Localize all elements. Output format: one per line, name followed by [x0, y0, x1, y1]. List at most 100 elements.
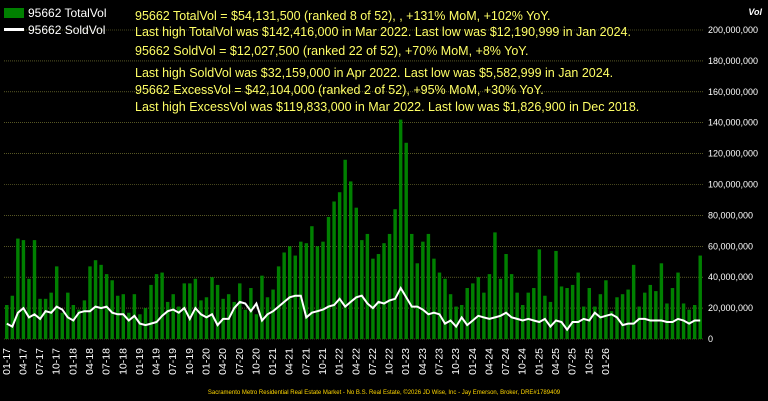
totalvol-bar	[493, 232, 497, 339]
totalvol-bar	[498, 278, 503, 339]
totalvol-bar	[631, 264, 636, 339]
totalvol-bar	[243, 309, 248, 339]
totalvol-bar	[559, 286, 564, 339]
totalvol-bar	[443, 278, 447, 339]
totalvol-bar	[476, 277, 481, 339]
soldvol-line	[6, 285, 701, 332]
totalvol-bar	[576, 272, 580, 339]
y-tick-label: 180,000,000	[708, 56, 758, 66]
totalvol-bar	[82, 300, 87, 339]
totalvol-bar	[210, 277, 214, 339]
totalvol-bar	[670, 288, 675, 339]
totalvol-bar	[110, 280, 114, 339]
totalvol-bar	[182, 283, 187, 339]
y-axis-label: Vol	[748, 7, 762, 17]
legend-swatch-totalvol	[4, 7, 24, 18]
totalvol-bar	[532, 288, 536, 339]
totalvol-bar	[520, 305, 525, 339]
legend-swatch-soldvol	[4, 28, 24, 31]
totalvol-bar	[10, 295, 15, 339]
legend-label-soldvol: 95662 SoldVol	[28, 22, 106, 37]
totalvol-bar	[32, 240, 37, 339]
x-tick-label: 04-19	[151, 348, 163, 375]
x-tick-label: 10-21	[317, 348, 329, 375]
totalvol-bar	[415, 263, 420, 339]
totalvol-bar	[310, 226, 314, 339]
totalvol-bar	[160, 272, 164, 339]
x-tick-label: 01-24	[467, 348, 479, 375]
totalvol-bar	[448, 294, 453, 339]
totalvol-bar	[482, 292, 486, 339]
x-tick-label: 07-23	[433, 348, 445, 375]
x-tick-label: 04-20	[217, 348, 229, 375]
totalvol-bar	[154, 274, 159, 339]
totalvol-bar	[387, 233, 392, 339]
y-tick-label: 60,000,000	[708, 241, 753, 251]
totalvol-bar	[426, 233, 431, 339]
totalvol-bar	[60, 312, 64, 339]
x-tick-label: 01-22	[334, 348, 346, 375]
totalvol-bar	[254, 314, 259, 339]
x-tick-label: 07-24	[500, 348, 512, 375]
totalvol-bar	[421, 241, 425, 339]
sold-line	[6, 285, 701, 332]
x-tick-label: 01-26	[600, 348, 612, 375]
totalvol-bar	[654, 291, 658, 339]
totalvol-bar	[127, 312, 131, 339]
annotation-5: 95662 ExcessVol = $42,104,000 (ranked 2 …	[135, 83, 544, 97]
totalvol-bar	[637, 306, 641, 339]
totalvol-bar	[376, 254, 381, 339]
totalvol-bar	[199, 300, 203, 339]
totalvol-bar	[465, 288, 469, 339]
totalvol-bar	[121, 294, 125, 339]
totalvol-bar	[282, 252, 286, 339]
totalvol-bar	[404, 142, 408, 339]
annotation-6: Last high ExcessVol was $119,833,000 in …	[135, 100, 640, 114]
totalvol-bar	[676, 272, 680, 339]
x-tick-label: 01-19	[134, 348, 146, 375]
totalvol-bar	[265, 297, 270, 339]
totalvol-bar	[382, 243, 386, 339]
x-tick-label: 04-23	[417, 348, 429, 375]
totalvol-bar	[393, 209, 397, 339]
totalvol-bar	[171, 294, 175, 339]
y-tick-label: 100,000,000	[708, 180, 758, 190]
totalvol-bar	[487, 274, 492, 339]
totalvol-bar	[515, 292, 519, 339]
totalvol-bar	[543, 295, 547, 339]
totalvol-bar	[432, 258, 436, 339]
totalvol-bar	[21, 240, 26, 339]
totalvol-bar	[582, 306, 586, 339]
totalvol-bar	[354, 207, 358, 339]
totalvol-bar	[5, 305, 9, 339]
totalvol-bar	[398, 119, 403, 339]
totalvol-bar	[471, 283, 475, 339]
x-tick-label: 07-18	[101, 348, 113, 375]
x-tick-label: 10-25	[583, 348, 595, 375]
x-tick-label: 04-25	[550, 348, 562, 375]
x-tick-label: 10-23	[450, 348, 462, 375]
totalvol-bar	[149, 284, 153, 339]
totalvol-bar	[315, 246, 320, 339]
totalvol-bar	[410, 233, 414, 339]
totalvol-bar	[326, 216, 331, 339]
x-tick-label: 01-20	[200, 348, 212, 375]
totalvol-bar	[43, 298, 48, 339]
totalvol-bar	[116, 295, 120, 339]
x-tick-label: 07-25	[567, 348, 579, 375]
totalvol-bar	[604, 280, 608, 339]
x-tick-label: 10-24	[517, 348, 529, 375]
totalvol-bar	[570, 284, 575, 339]
x-tick-label: 01-18	[67, 348, 79, 375]
x-tick-label: 10-19	[184, 348, 196, 375]
totalvol-bar	[188, 283, 192, 339]
x-tick-label: 01-25	[533, 348, 545, 375]
totalvol-bar	[260, 275, 264, 339]
totalvol-bar	[504, 254, 508, 339]
x-tick-label: 07-21	[300, 348, 312, 375]
totalvol-bar	[177, 306, 181, 339]
y-tick-label: 120,000,000	[708, 149, 758, 159]
totalvol-bar	[643, 292, 647, 339]
totalvol-bar	[587, 288, 591, 339]
